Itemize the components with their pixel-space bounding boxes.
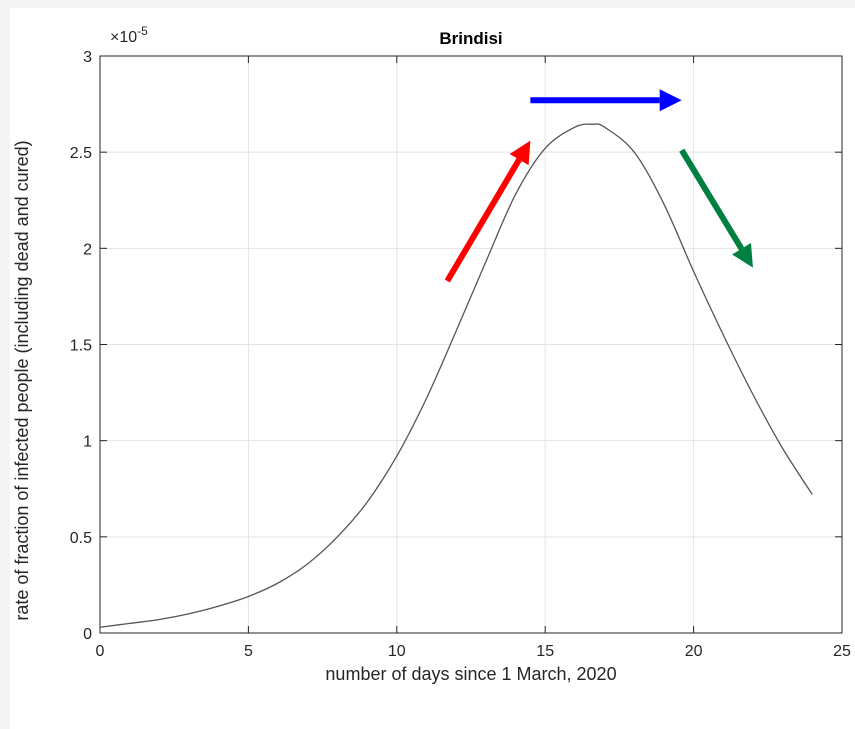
x-tick-label: 5 bbox=[244, 643, 253, 660]
annotation-arrow bbox=[530, 89, 682, 112]
chart-title: Brindisi bbox=[439, 29, 502, 48]
y-axis-label: rate of fraction of infected people (inc… bbox=[12, 140, 32, 620]
y-tick-label: 2 bbox=[83, 241, 92, 258]
axis-ticks: 0 5 10 15 20 25 0 0.5 1 1.5 2 2.5 3 bbox=[70, 49, 851, 660]
y-tick-label: 1.5 bbox=[70, 338, 92, 355]
y-tick-label: 1 bbox=[83, 434, 92, 451]
x-tick-label: 25 bbox=[833, 643, 851, 660]
x-axis-label: number of days since 1 March, 2020 bbox=[325, 664, 616, 684]
annotation-arrow bbox=[679, 148, 753, 268]
y-tick-label: 3 bbox=[83, 49, 92, 66]
annotation-arrow bbox=[444, 140, 531, 283]
annotation-arrows bbox=[444, 89, 753, 283]
y-tick-label: 0.5 bbox=[70, 530, 92, 547]
y-tick-label: 0 bbox=[83, 626, 92, 643]
chart-canvas: 0 5 10 15 20 25 0 0.5 1 1.5 2 2.5 3 Brindisi ×10-5 n… bbox=[10, 8, 855, 729]
series-line bbox=[99, 123, 813, 628]
line-chart: 0 5 10 15 20 25 0 0.5 1 1.5 2 2.5 3 Brindisi ×10-5 n… bbox=[12, 24, 851, 684]
y-axis-exponent: ×10-5 bbox=[110, 24, 148, 46]
y-exponent-base: ×10 bbox=[110, 29, 137, 46]
series-layer bbox=[99, 123, 813, 628]
arrow-shaft bbox=[679, 148, 745, 251]
arrow-head bbox=[659, 89, 682, 112]
x-tick-label: 20 bbox=[685, 643, 703, 660]
y-tick-label: 2.5 bbox=[70, 145, 92, 162]
y-exponent-power: -5 bbox=[137, 24, 148, 38]
arrow-head bbox=[509, 140, 531, 166]
grid bbox=[99, 55, 843, 634]
x-tick-label: 10 bbox=[388, 643, 406, 660]
arrow-head bbox=[732, 243, 753, 268]
x-tick-label: 15 bbox=[536, 643, 554, 660]
x-tick-label: 0 bbox=[96, 643, 105, 660]
arrow-shaft bbox=[444, 158, 522, 283]
